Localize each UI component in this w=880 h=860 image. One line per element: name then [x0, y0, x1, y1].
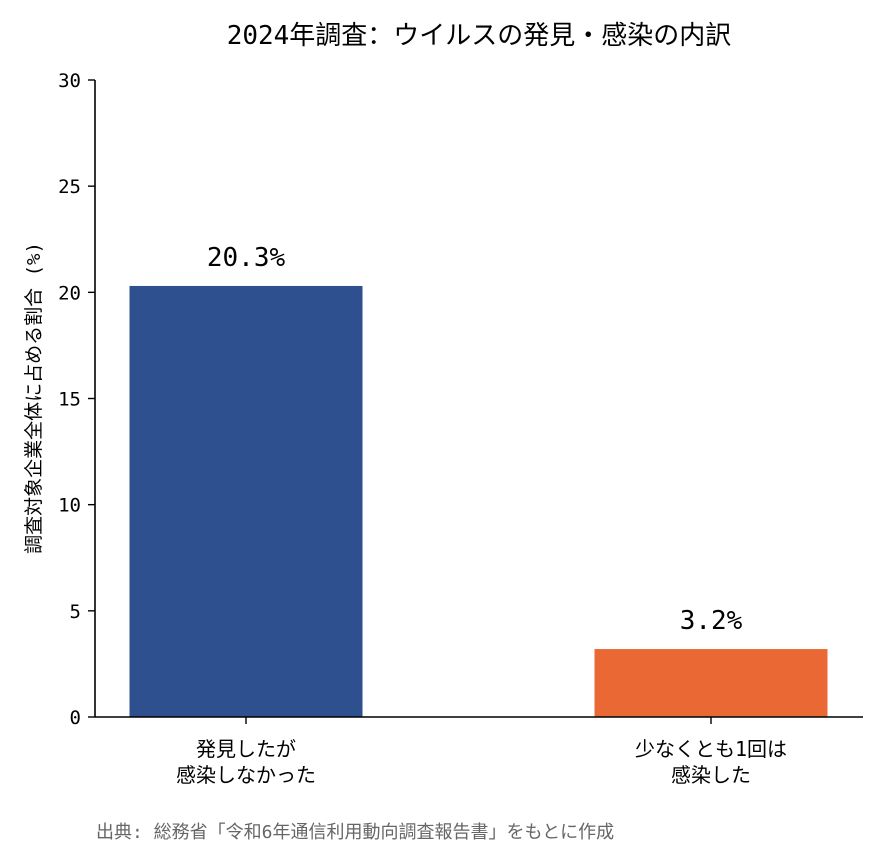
y-tick-label: 30 [58, 70, 81, 92]
x-tick-label: 少なくとも1回は [635, 737, 787, 761]
y-tick-label: 5 [70, 601, 81, 623]
bar [129, 285, 363, 717]
y-tick-label: 25 [58, 176, 81, 198]
y-tick-label: 0 [70, 707, 81, 729]
chart-title: 2024年調査：ウイルスの発見・感染の内訳 [227, 21, 732, 51]
y-tick-label: 20 [58, 282, 81, 304]
y-axis: 0 5 10 15 20 25 30 [58, 70, 96, 729]
y-tick-label: 10 [58, 495, 81, 517]
x-tick-label: 発見したが [196, 737, 296, 761]
data-label: 20.3% [207, 243, 286, 273]
source-note: 出典: 総務省「令和6年通信利用動向調査報告書」をもとに作成 [96, 822, 614, 843]
x-tick-label: 感染した [671, 763, 751, 787]
x-tick-label: 感染しなかった [176, 763, 316, 787]
y-tick-label: 15 [58, 389, 81, 411]
bars: 20.3% 3.2% [129, 243, 828, 717]
data-label: 3.2% [680, 606, 743, 636]
y-axis-label: 調査対象企業全体に占める割合 (%) [23, 242, 45, 554]
bar [594, 649, 828, 717]
